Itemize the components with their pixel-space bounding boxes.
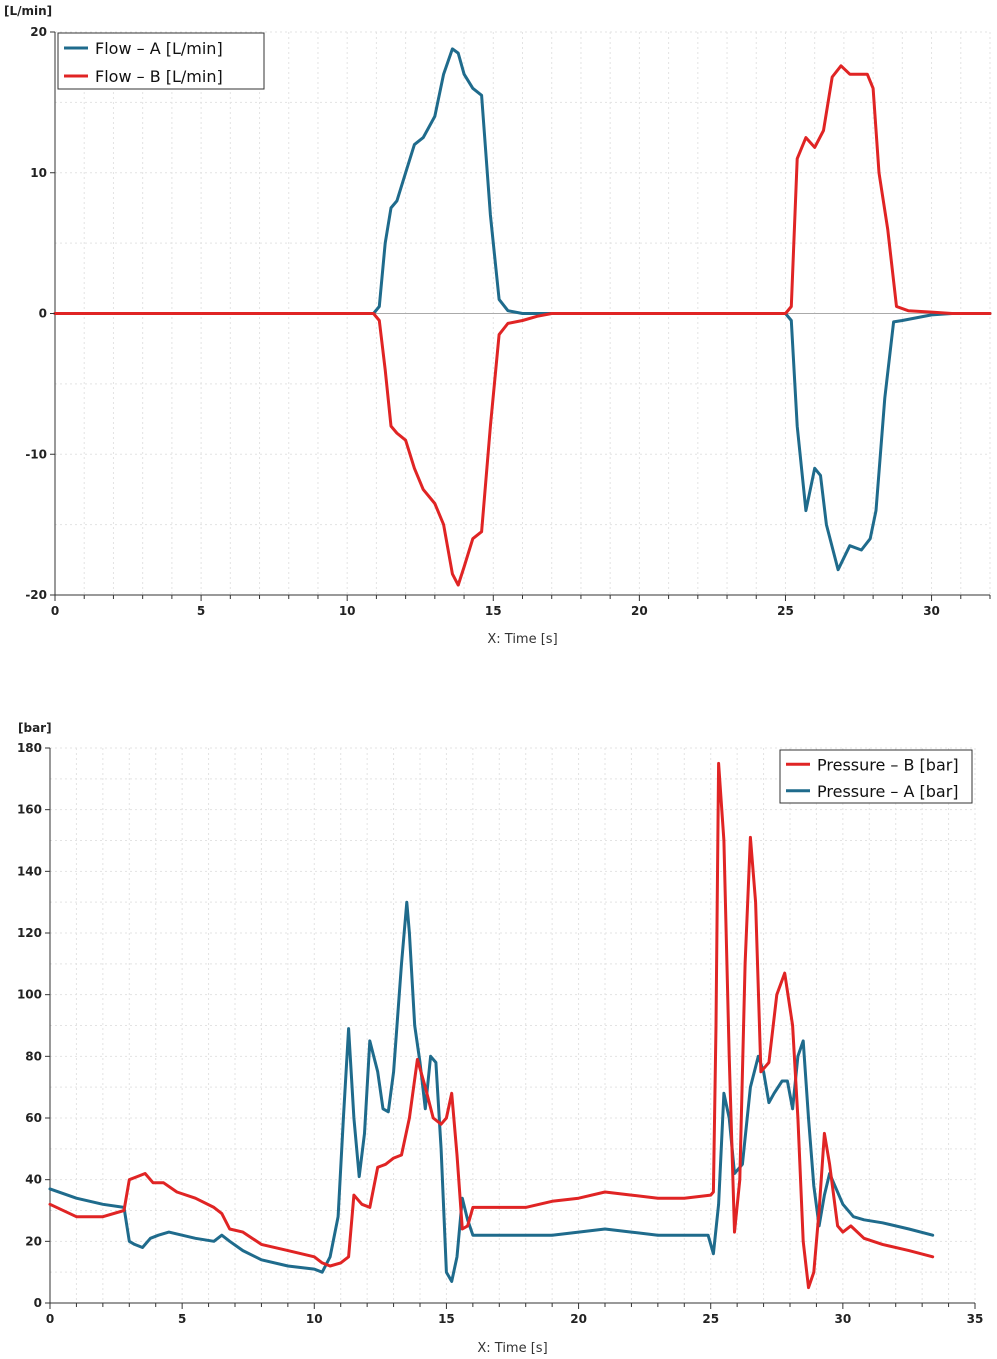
pressure-y-tick-label: 140: [17, 864, 42, 878]
flow-x-tick-label: 0: [51, 604, 59, 618]
pressure-legend-label-a: Pressure – A [bar]: [817, 782, 959, 801]
flow-y-tick-label: -20: [25, 588, 47, 602]
flow-unit-label: [L/min]: [4, 4, 52, 18]
pressure-x-tick-label: 0: [46, 1312, 54, 1326]
pressure-y-tick-label: 180: [17, 741, 42, 755]
pressure-y-tick-label: 80: [25, 1049, 42, 1063]
pressure-legend: Pressure – B [bar] Pressure – A [bar]: [779, 749, 973, 804]
flow-y-tick-label: -10: [25, 447, 47, 461]
pressure-series-second-line: [48, 900, 935, 1283]
flow-x-tick-label: 5: [197, 604, 205, 618]
pressure-series: [48, 761, 935, 1290]
pressure-legend-label-b: Pressure – B [bar]: [817, 755, 959, 774]
flow-series-first-line: [53, 47, 992, 572]
pressure-y-tick-label: 160: [17, 803, 42, 817]
flow-x-tick-label: 30: [923, 604, 940, 618]
pressure-x-axis-title: X: Time [s]: [477, 1341, 547, 1356]
pressure-legend-box: [779, 749, 973, 804]
pressure-x-tick-label: 35: [967, 1312, 984, 1326]
flow-y-tick-label: 20: [30, 25, 47, 39]
pressure-y-tick-label: 20: [25, 1234, 42, 1248]
flow-x-tick-label: 15: [485, 604, 502, 618]
pressure-x-tick-label: 15: [438, 1312, 455, 1326]
flow-legend-label-a: Flow – A [L/min]: [95, 39, 223, 58]
flow-y-tick-label: 10: [30, 166, 47, 180]
pressure-ticks: 0 20 40 60 80 100 120 140 160 180 0 5 10 15 20 25 30 35: [17, 741, 983, 1326]
flow-x-tick-label: 25: [777, 604, 794, 618]
pressure-chart: 0 20 40 60 80 100 120 140 160 180 0 5 10 15 20 25 30 35 […: [17, 721, 983, 1356]
flow-y-tick-label: 0: [39, 307, 47, 321]
pressure-y-tick-label: 60: [25, 1111, 42, 1125]
pressure-y-tick-label: 40: [25, 1173, 42, 1187]
flow-chart: -20 -10 0 10 20 0 5 10 15 20 25 30 [L/min] X: Time …: [4, 4, 992, 647]
pressure-x-tick-label: 20: [570, 1312, 587, 1326]
pressure-x-tick-label: 10: [306, 1312, 323, 1326]
flow-legend-box: [57, 32, 265, 90]
flow-legend: Flow – A [L/min] Flow – B [L/min]: [57, 32, 265, 90]
flow-x-axis-title: X: Time [s]: [487, 632, 557, 647]
flow-ticks: -20 -10 0 10 20 0 5 10 15 20 25 30: [25, 25, 991, 618]
pressure-x-tick-label: 5: [178, 1312, 186, 1326]
flow-series: [53, 47, 992, 587]
flow-x-tick-label: 10: [339, 604, 356, 618]
pressure-x-tick-label: 25: [702, 1312, 719, 1326]
flow-x-tick-label: 20: [631, 604, 648, 618]
pressure-y-tick-label: 0: [34, 1296, 42, 1310]
pressure-y-tick-label: 120: [17, 926, 42, 940]
pressure-unit-label: [bar]: [18, 721, 52, 735]
pressure-y-tick-label: 100: [17, 988, 42, 1002]
pressure-x-tick-label: 30: [835, 1312, 852, 1326]
flow-series-second-line: [53, 64, 992, 587]
flow-legend-label-b: Flow – B [L/min]: [95, 67, 223, 86]
pressure-series-first-line: [48, 761, 935, 1290]
